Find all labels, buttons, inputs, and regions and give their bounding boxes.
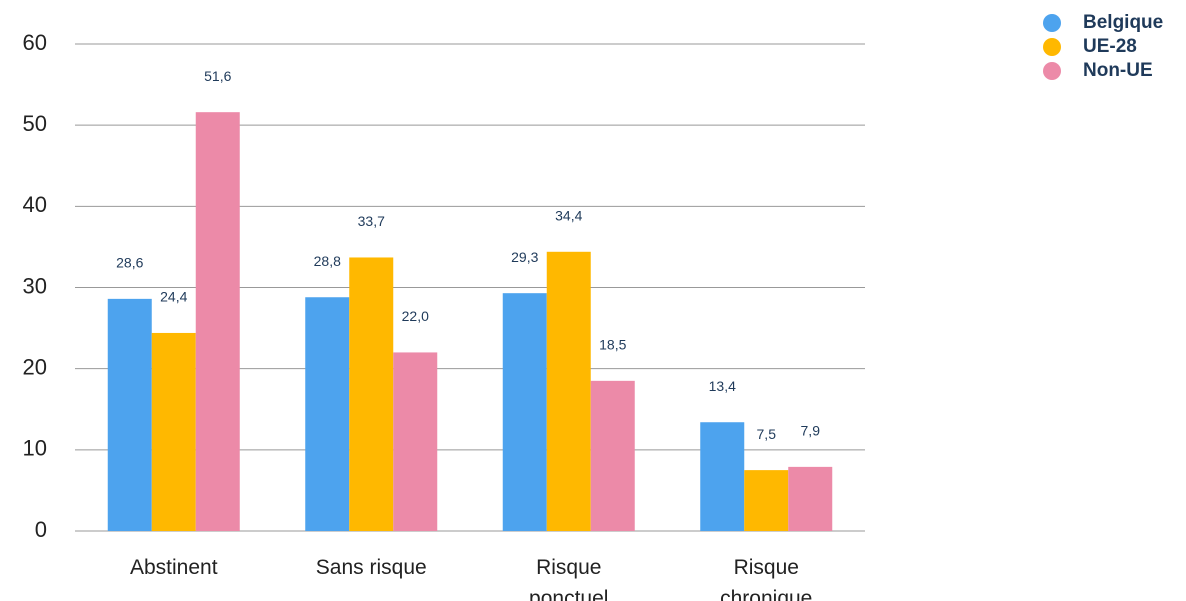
- bar: [502, 293, 547, 531]
- bar: [788, 466, 833, 531]
- x-tick-line: Risque: [734, 556, 799, 579]
- value-label: 28,8: [314, 253, 341, 269]
- bar: [546, 251, 591, 531]
- y-tick-label: 10: [23, 436, 47, 461]
- bar: [305, 297, 350, 531]
- legend-marker: [1043, 62, 1061, 80]
- bar: [744, 470, 789, 531]
- y-tick-label: 40: [23, 192, 47, 217]
- bar: [349, 257, 394, 531]
- x-tick-label: Risque chronique: [720, 556, 812, 601]
- value-label: 13,4: [709, 378, 736, 394]
- bar: [700, 422, 745, 531]
- y-tick-label: 20: [23, 354, 47, 379]
- x-tick-label: Risque ponctuel: [529, 556, 608, 601]
- bar: [107, 298, 152, 531]
- value-label: 18,5: [599, 337, 626, 353]
- value-label: 28,6: [116, 255, 143, 271]
- x-tick-line: Sans risque: [316, 556, 427, 579]
- bar: [151, 332, 196, 531]
- legend-label: Non-UE: [1083, 60, 1153, 81]
- x-tick-line: chronique: [720, 587, 812, 601]
- y-tick-label: 50: [23, 111, 47, 136]
- x-tick-label: Abstinent: [130, 556, 218, 579]
- x-tick-label: Sans risque: [316, 556, 427, 579]
- bar: [195, 112, 240, 532]
- x-tick-line: Abstinent: [130, 556, 218, 579]
- legend-label: Belgique: [1083, 12, 1163, 33]
- value-label: 51,6: [204, 68, 231, 84]
- legend-label: UE-28: [1083, 36, 1137, 57]
- y-tick-label: 30: [23, 273, 47, 298]
- x-tick-line: Risque: [536, 556, 601, 579]
- value-label: 33,7: [358, 213, 385, 229]
- legend-marker: [1043, 38, 1061, 56]
- value-label: 22,0: [402, 308, 429, 324]
- value-label: 7,5: [757, 426, 777, 442]
- value-label: 29,3: [511, 249, 538, 265]
- value-label: 7,9: [801, 423, 821, 439]
- y-tick-label: 60: [23, 30, 47, 55]
- y-tick-label: 0: [35, 517, 47, 542]
- bar: [590, 380, 635, 531]
- value-label: 24,4: [160, 289, 187, 305]
- value-label: 34,4: [555, 207, 582, 223]
- legend-marker: [1043, 14, 1061, 32]
- x-tick-line: ponctuel: [529, 587, 608, 601]
- bar: [393, 352, 438, 531]
